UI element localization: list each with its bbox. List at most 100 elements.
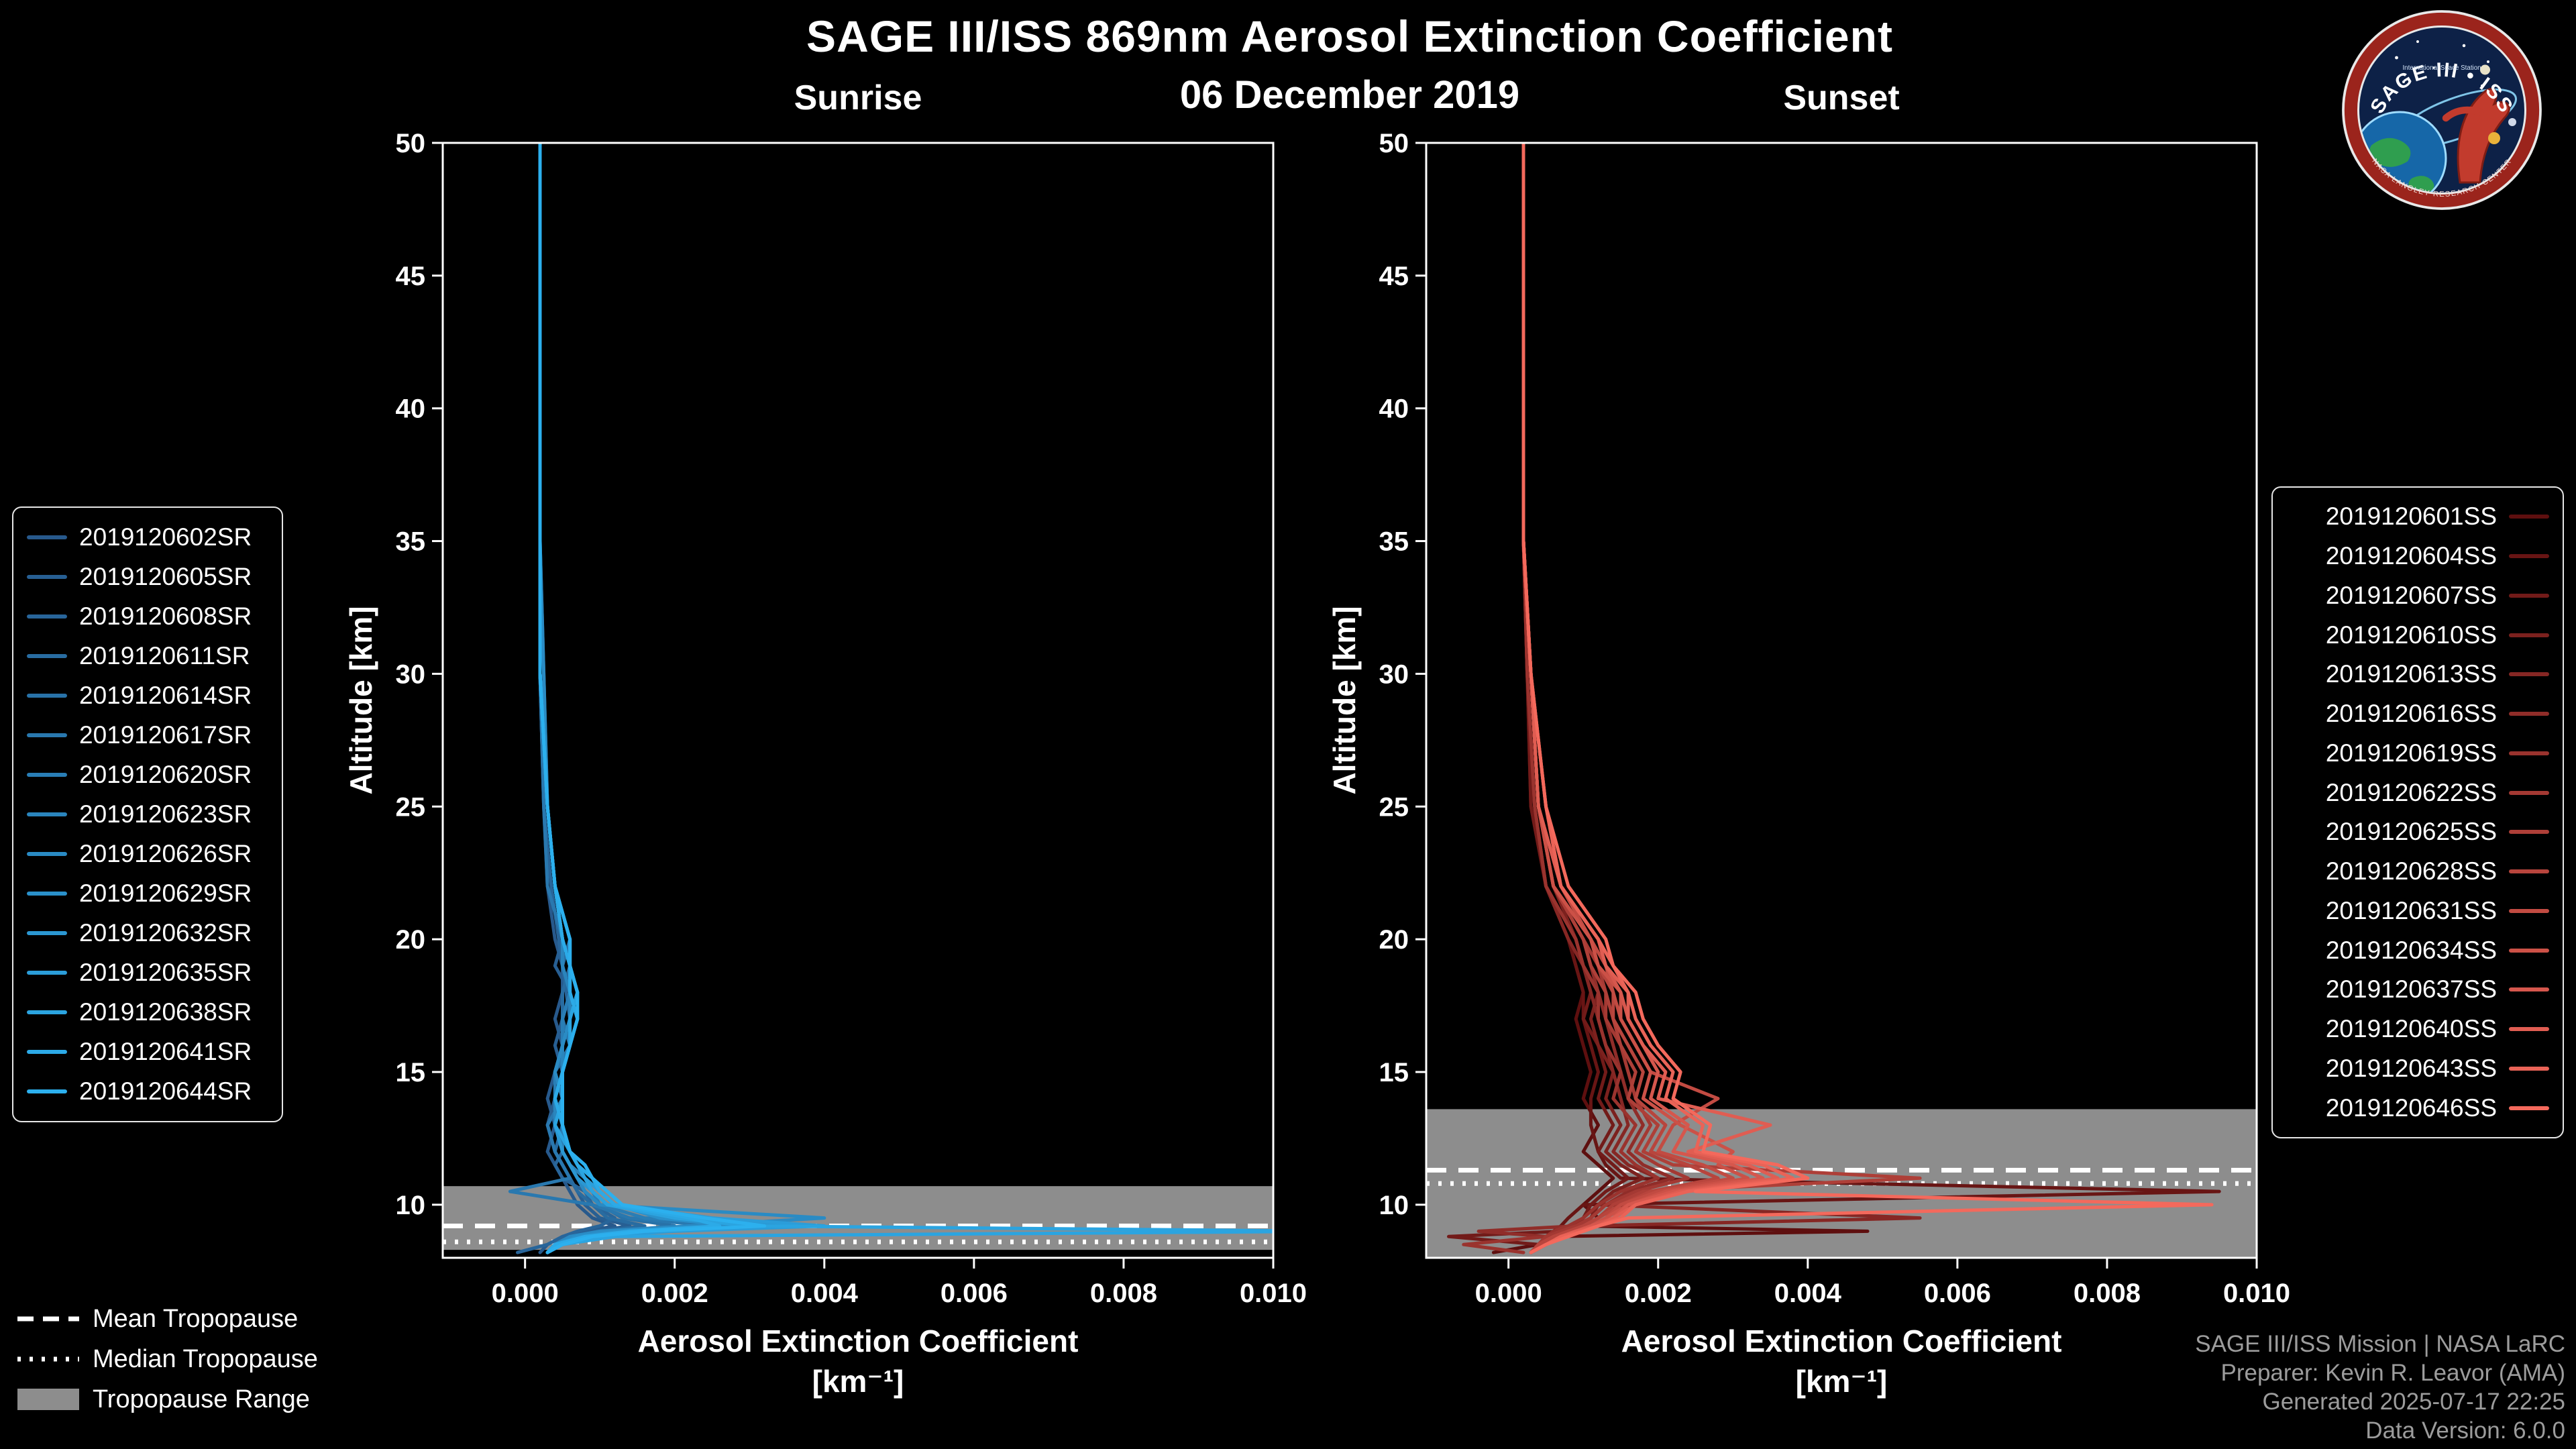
legend-item: 2019120601SS: [2286, 502, 2549, 531]
legend-label: 2019120617SR: [79, 720, 252, 749]
tropopause-range-label: Tropopause Range: [93, 1385, 310, 1413]
legend-item: 2019120635SR: [27, 959, 268, 987]
y-axis-label: Altitude [km]: [1327, 606, 1362, 794]
y-tick-label: 50: [396, 129, 426, 158]
panel-title-sunrise: Sunrise: [794, 78, 922, 117]
profile-line-2019120632SR: [538, 143, 811, 1254]
x-axis-units: [km⁻¹]: [812, 1364, 904, 1399]
profile-line-2019120616SS: [1477, 143, 1675, 1254]
legend-item: 2019120626SR: [27, 840, 268, 868]
x-tick-label: 0.008: [1090, 1279, 1157, 1308]
y-tick-label: 45: [1379, 262, 1409, 291]
profile-line-2019120640SS: [1521, 143, 1780, 1254]
tropopause-legend-row-mean: Mean Tropopause: [17, 1301, 318, 1336]
legend-line-sample: [27, 574, 67, 579]
y-tick-label: 25: [1379, 792, 1409, 822]
legend-line-sample: [27, 693, 67, 698]
logo-subtitle: International Space Station: [2402, 64, 2481, 72]
legend-label: 2019120631SS: [2325, 896, 2497, 924]
legend-line-sample: [27, 852, 67, 857]
legend-line-sample: [2509, 830, 2549, 835]
legend-item: 2019120611SR: [27, 642, 268, 670]
profile-line-2019120604SS: [1521, 143, 2221, 1254]
profile-line-2019120607SS: [1447, 143, 1630, 1254]
legend-line-sample: [2509, 869, 2549, 874]
x-tick-label: 0.006: [1924, 1279, 1991, 1308]
legend-label: 2019120635SR: [79, 959, 252, 987]
plot-border: [441, 142, 1275, 1259]
dotted-line-icon: [17, 1356, 79, 1362]
legend-item: 2019120608SR: [27, 602, 268, 631]
legend-label: 2019120605SR: [79, 562, 252, 590]
planet-icon: [2488, 132, 2500, 144]
legend-label: 2019120616SS: [2325, 700, 2497, 728]
y-tick-label: 15: [396, 1058, 426, 1087]
legend-label: 2019120614SR: [79, 681, 252, 709]
tropopause-legend: Mean Tropopause Median Tropopause Tropop…: [17, 1301, 318, 1417]
legend-label: 2019120620SR: [79, 760, 252, 788]
x-tick-label: 0.000: [492, 1279, 559, 1308]
legend-label: 2019120610SS: [2325, 621, 2497, 649]
tropopause-legend-row-median: Median Tropopause: [17, 1342, 318, 1377]
y-tick-label: 15: [1379, 1058, 1409, 1087]
legend-line-sample: [27, 1089, 67, 1094]
y-tick-label: 40: [396, 394, 426, 424]
x-tick-label: 0.006: [941, 1279, 1008, 1308]
legend-item: 2019120619SS: [2286, 739, 2549, 767]
legend-label: 2019120643SS: [2325, 1054, 2497, 1082]
legend-label: 2019120646SS: [2325, 1093, 2497, 1122]
legend-label: 2019120644SR: [79, 1077, 252, 1106]
legend-line-sample: [27, 772, 67, 777]
legend-label: 2019120628SS: [2325, 857, 2497, 885]
y-tick-label: 20: [396, 925, 426, 955]
legend-line-sample: [2509, 948, 2549, 953]
legend-line-sample: [2509, 672, 2549, 677]
legend-item: 2019120610SS: [2286, 621, 2549, 649]
x-tick-label: 0.000: [1475, 1279, 1542, 1308]
legend-label: 2019120625SS: [2325, 818, 2497, 846]
profile-line-2019120626SR: [538, 143, 826, 1254]
legend-item: 2019120638SR: [27, 998, 268, 1026]
legend-item: 2019120632SR: [27, 919, 268, 947]
profile-line-2019120613SS: [1521, 143, 1922, 1254]
legend-item: 2019120617SR: [27, 721, 268, 749]
legend-line-sample: [2509, 515, 2549, 519]
legend-item: 2019120643SS: [2286, 1055, 2549, 1083]
credit-preparer: Preparer: Kevin R. Leavor (AMA): [2220, 1360, 2565, 1386]
legend-label: 2019120608SR: [79, 602, 252, 630]
sage-iss-logo: SAGE III • ISS International Space Stati…: [2342, 10, 2542, 210]
x-axis-label: Aerosol Extinction Coefficient: [1621, 1324, 2062, 1358]
legend-sunset: 2019120601SS 2019120604SS 2019120607SS 2019…: [2271, 486, 2564, 1138]
legend-label: 2019120632SR: [79, 919, 252, 947]
dashed-line-icon: [17, 1316, 79, 1322]
legend-item: 2019120629SR: [27, 879, 268, 908]
tropopause-legend-row-range: Tropopause Range: [17, 1382, 318, 1417]
credit-generated: Generated 2025-07-17 22:25: [2262, 1389, 2565, 1415]
profile-line-2019120631SS: [1521, 143, 1735, 1254]
profile-line-2019120638SR: [538, 143, 1273, 1254]
legend-line-sample: [2509, 1106, 2549, 1110]
y-tick-label: 35: [1379, 527, 1409, 557]
legend-label: 2019120604SS: [2325, 542, 2497, 570]
legend-label: 2019120637SS: [2325, 975, 2497, 1004]
profile-line-2019120629SR: [538, 143, 737, 1254]
legend-label: 2019120638SR: [79, 998, 252, 1026]
legend-line-sample: [2509, 751, 2549, 755]
legend-line-sample: [2509, 712, 2549, 716]
y-tick-label: 25: [396, 792, 426, 822]
legend-label: 2019120626SR: [79, 840, 252, 868]
legend-item: 2019120646SS: [2286, 1094, 2549, 1122]
legend-item: 2019120634SS: [2286, 936, 2549, 965]
legend-line-sample: [27, 812, 67, 816]
profile-line-2019120622SS: [1521, 143, 1690, 1254]
mean-tropopause-label: Mean Tropopause: [93, 1304, 299, 1333]
legend-line-sample: [27, 892, 67, 896]
legend-item: 2019120607SS: [2286, 582, 2549, 610]
legend-label: 2019120613SS: [2325, 660, 2497, 688]
legend-item: 2019120620SR: [27, 761, 268, 789]
legend-item: 2019120613SS: [2286, 660, 2549, 688]
legend-item: 2019120644SR: [27, 1077, 268, 1106]
legend-label: 2019120601SS: [2325, 502, 2497, 531]
profile-line-2019120602SR: [538, 143, 616, 1254]
y-tick-label: 20: [1379, 925, 1409, 955]
